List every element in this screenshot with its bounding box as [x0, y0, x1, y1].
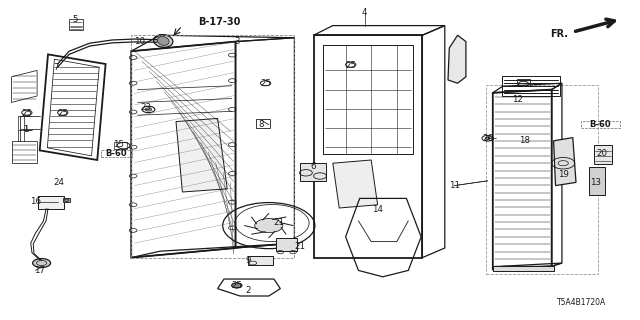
Text: 25: 25 — [21, 109, 33, 118]
Text: 2: 2 — [246, 286, 251, 295]
Circle shape — [485, 137, 490, 140]
Text: 13: 13 — [589, 178, 601, 187]
Bar — [502, 76, 560, 96]
Text: 19: 19 — [558, 170, 568, 179]
Bar — [493, 266, 554, 271]
Ellipse shape — [157, 36, 169, 45]
Text: 14: 14 — [372, 205, 383, 214]
Text: 7: 7 — [54, 63, 59, 72]
Text: 20: 20 — [596, 149, 607, 158]
Circle shape — [145, 108, 152, 111]
Text: 6: 6 — [311, 162, 316, 171]
Polygon shape — [448, 35, 466, 83]
Text: 21: 21 — [273, 218, 284, 227]
Text: 9: 9 — [246, 256, 251, 265]
Text: 15: 15 — [113, 140, 124, 148]
Text: 16: 16 — [29, 197, 41, 206]
Text: 12: 12 — [511, 95, 523, 104]
Text: T5A4B1720A: T5A4B1720A — [557, 298, 606, 307]
Text: 3: 3 — [234, 37, 239, 46]
Text: FR.: FR. — [550, 28, 568, 39]
Text: 4: 4 — [362, 8, 367, 17]
Text: 25: 25 — [345, 61, 356, 70]
Text: B-17-30: B-17-30 — [198, 17, 241, 28]
Circle shape — [232, 283, 242, 288]
Bar — [38, 196, 64, 209]
Circle shape — [64, 199, 69, 202]
Bar — [63, 198, 70, 202]
Bar — [101, 150, 132, 157]
Bar — [300, 163, 326, 181]
Bar — [517, 79, 530, 86]
Text: 21: 21 — [294, 242, 305, 251]
Bar — [256, 119, 270, 128]
Circle shape — [255, 219, 283, 233]
Text: 23: 23 — [140, 103, 152, 112]
Text: 25: 25 — [260, 79, 271, 88]
Circle shape — [33, 259, 51, 268]
Text: 25: 25 — [231, 281, 243, 290]
Text: B-60: B-60 — [589, 120, 611, 129]
Bar — [114, 142, 127, 149]
Text: 17: 17 — [34, 266, 45, 275]
Text: 18: 18 — [519, 136, 531, 145]
Text: B-60: B-60 — [106, 149, 127, 158]
Polygon shape — [176, 118, 227, 192]
Bar — [486, 85, 598, 274]
Polygon shape — [333, 160, 378, 208]
Bar — [131, 35, 294, 258]
Bar — [594, 145, 612, 164]
Text: 24: 24 — [53, 178, 65, 187]
Bar — [276, 238, 297, 251]
Text: 10: 10 — [134, 37, 145, 46]
Text: 11: 11 — [449, 181, 460, 190]
Bar — [581, 121, 620, 128]
Bar — [248, 256, 273, 265]
Bar — [323, 45, 413, 154]
Text: 1: 1 — [23, 125, 28, 134]
Ellipse shape — [154, 35, 173, 47]
Bar — [589, 167, 605, 195]
Text: 8: 8 — [259, 120, 264, 129]
Text: 5: 5 — [73, 15, 78, 24]
Polygon shape — [554, 138, 576, 186]
Text: 25: 25 — [57, 109, 68, 118]
Bar — [69, 19, 83, 30]
Text: 26: 26 — [482, 134, 493, 143]
